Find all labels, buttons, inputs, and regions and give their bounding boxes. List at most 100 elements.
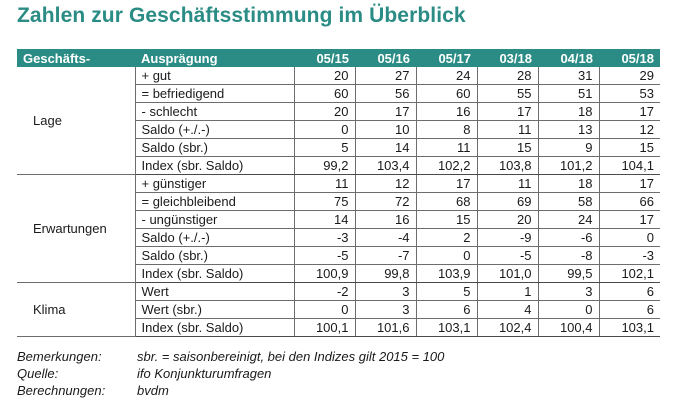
table-cell: 16	[415, 102, 477, 121]
row-label: + günstiger	[134, 174, 294, 193]
table-cell: 102,4	[476, 318, 538, 337]
table-cell: -9	[476, 228, 538, 247]
table-cell: 3	[354, 300, 416, 319]
table-row: Saldo (sbr.) -5 -7 0 -5 -8 -3	[17, 246, 660, 265]
row-label: Index (sbr. Saldo)	[134, 264, 294, 283]
table-cell: 20	[476, 210, 538, 229]
table-cell: 17	[354, 102, 416, 121]
table-cell: 99,5	[537, 264, 599, 283]
table-cell: 103,9	[415, 264, 477, 283]
table-cell: 8	[415, 120, 477, 139]
table-cell: 15	[415, 210, 477, 229]
table-cell: 0	[537, 300, 599, 319]
table-cell: 2	[415, 228, 477, 247]
row-label: - schlecht	[134, 102, 294, 121]
table-cell: 20	[293, 67, 355, 85]
footnote-text: sbr. = saisonbereinigt, bei den Indizes …	[137, 349, 445, 364]
row-label: + gut	[134, 67, 294, 85]
table-cell: 15	[598, 138, 660, 157]
table-cell: 20	[293, 102, 355, 121]
header-period: 05/17	[416, 49, 477, 67]
group-label: Klima	[17, 282, 135, 337]
table-cell: 55	[476, 84, 538, 103]
table-cell: 11	[476, 174, 538, 193]
table-row: Index (sbr. Saldo) 100,9 99,8 103,9 101,0 99,…	[17, 264, 660, 283]
table-cell: -2	[293, 282, 355, 301]
footnote-row: Berechnungen: bvdm	[17, 382, 444, 399]
table-cell: 6	[598, 300, 660, 319]
table-cell: 3	[354, 282, 416, 301]
table-row: = gleichbleibend 75 72 68 69 58 66	[17, 192, 660, 211]
table-cell: 58	[537, 192, 599, 211]
table-cell: 31	[537, 67, 599, 85]
table-row: - ungünstiger 14 16 15 20 24 17	[17, 210, 660, 229]
table-cell: -4	[354, 228, 416, 247]
row-label: Saldo (sbr.)	[134, 138, 294, 157]
table-cell: 24	[415, 67, 477, 85]
footnote-label: Quelle:	[17, 366, 59, 381]
table-cell: 101,6	[354, 318, 416, 337]
row-label: Index (sbr. Saldo)	[134, 318, 294, 337]
table-cell: 18	[537, 174, 599, 193]
table-cell: 103,1	[598, 318, 660, 337]
table-cell: 12	[598, 120, 660, 139]
table-cell: 99,2	[293, 156, 355, 175]
header-period: 04/18	[538, 49, 599, 67]
table-row: Saldo (+./.-) 0 10 8 11 13 12	[17, 120, 660, 139]
header-type: Ausprägung	[135, 49, 294, 67]
table-cell: 0	[293, 300, 355, 319]
table-cell: -3	[598, 246, 660, 265]
footnote-row: Quelle: ifo Konjunkturumfragen	[17, 365, 444, 382]
table-cell: 28	[476, 67, 538, 85]
table-cell: 16	[354, 210, 416, 229]
table-cell: 29	[598, 67, 660, 85]
table-cell: 6	[598, 282, 660, 301]
table-cell: 102,2	[415, 156, 477, 175]
table-cell: 10	[354, 120, 416, 139]
table-cell: 4	[476, 300, 538, 319]
table-cell: 75	[293, 192, 355, 211]
table-cell: -5	[293, 246, 355, 265]
table-cell: 5	[415, 282, 477, 301]
table-cell: 101,0	[476, 264, 538, 283]
table-cell: 66	[598, 192, 660, 211]
row-label: Saldo (+./.-)	[134, 228, 294, 247]
header-period: 03/18	[477, 49, 538, 67]
table-cell: 14	[354, 138, 416, 157]
footnote-label: Bemerkungen:	[17, 349, 102, 364]
table-cell: 6	[415, 300, 477, 319]
table-cell: 69	[476, 192, 538, 211]
table-row: Index (sbr. Saldo) 99,2 103,4 102,2 103,8 101…	[17, 156, 660, 175]
table-cell: 99,8	[354, 264, 416, 283]
table-cell: 17	[598, 174, 660, 193]
table-cell: 100,1	[293, 318, 355, 337]
table-cell: 103,4	[354, 156, 416, 175]
table-cell: 103,8	[476, 156, 538, 175]
table-cell: -5	[476, 246, 538, 265]
table-row: Lage + gut 20 27 24 28 31 29	[17, 67, 660, 175]
row-label: Wert	[134, 282, 294, 301]
table-row: Saldo (+./.-) -3 -4 2 -9 -6 0	[17, 228, 660, 247]
table-cell: 9	[537, 138, 599, 157]
table-cell: 51	[537, 84, 599, 103]
table-cell: 0	[293, 120, 355, 139]
table-cell: -8	[537, 246, 599, 265]
footnote-text: bvdm	[137, 383, 169, 398]
row-label: Wert (sbr.)	[134, 300, 294, 319]
table-row: Wert (sbr.) 0 3 6 4 0 6	[17, 300, 660, 319]
table-cell: 12	[354, 174, 416, 193]
table-cell: 17	[476, 102, 538, 121]
table-cell: -7	[354, 246, 416, 265]
table-cell: 18	[537, 102, 599, 121]
table-row: Erwartungen + günstiger 11 12 17 11 18 17	[17, 174, 660, 283]
footnote-row: Bemerkungen: sbr. = saisonbereinigt, bei…	[17, 348, 444, 365]
table-row: = befriedigend 60 56 60 55 51 53	[17, 84, 660, 103]
row-label: - ungünstiger	[134, 210, 294, 229]
footnote-label: Berechnungen:	[17, 383, 106, 398]
table-cell: 11	[293, 174, 355, 193]
table-cell: 101,2	[537, 156, 599, 175]
footnote-text: ifo Konjunkturumfragen	[137, 366, 272, 381]
header-group: Geschäfts-	[17, 49, 135, 67]
table-cell: 13	[537, 120, 599, 139]
group-label: Lage	[17, 67, 135, 175]
